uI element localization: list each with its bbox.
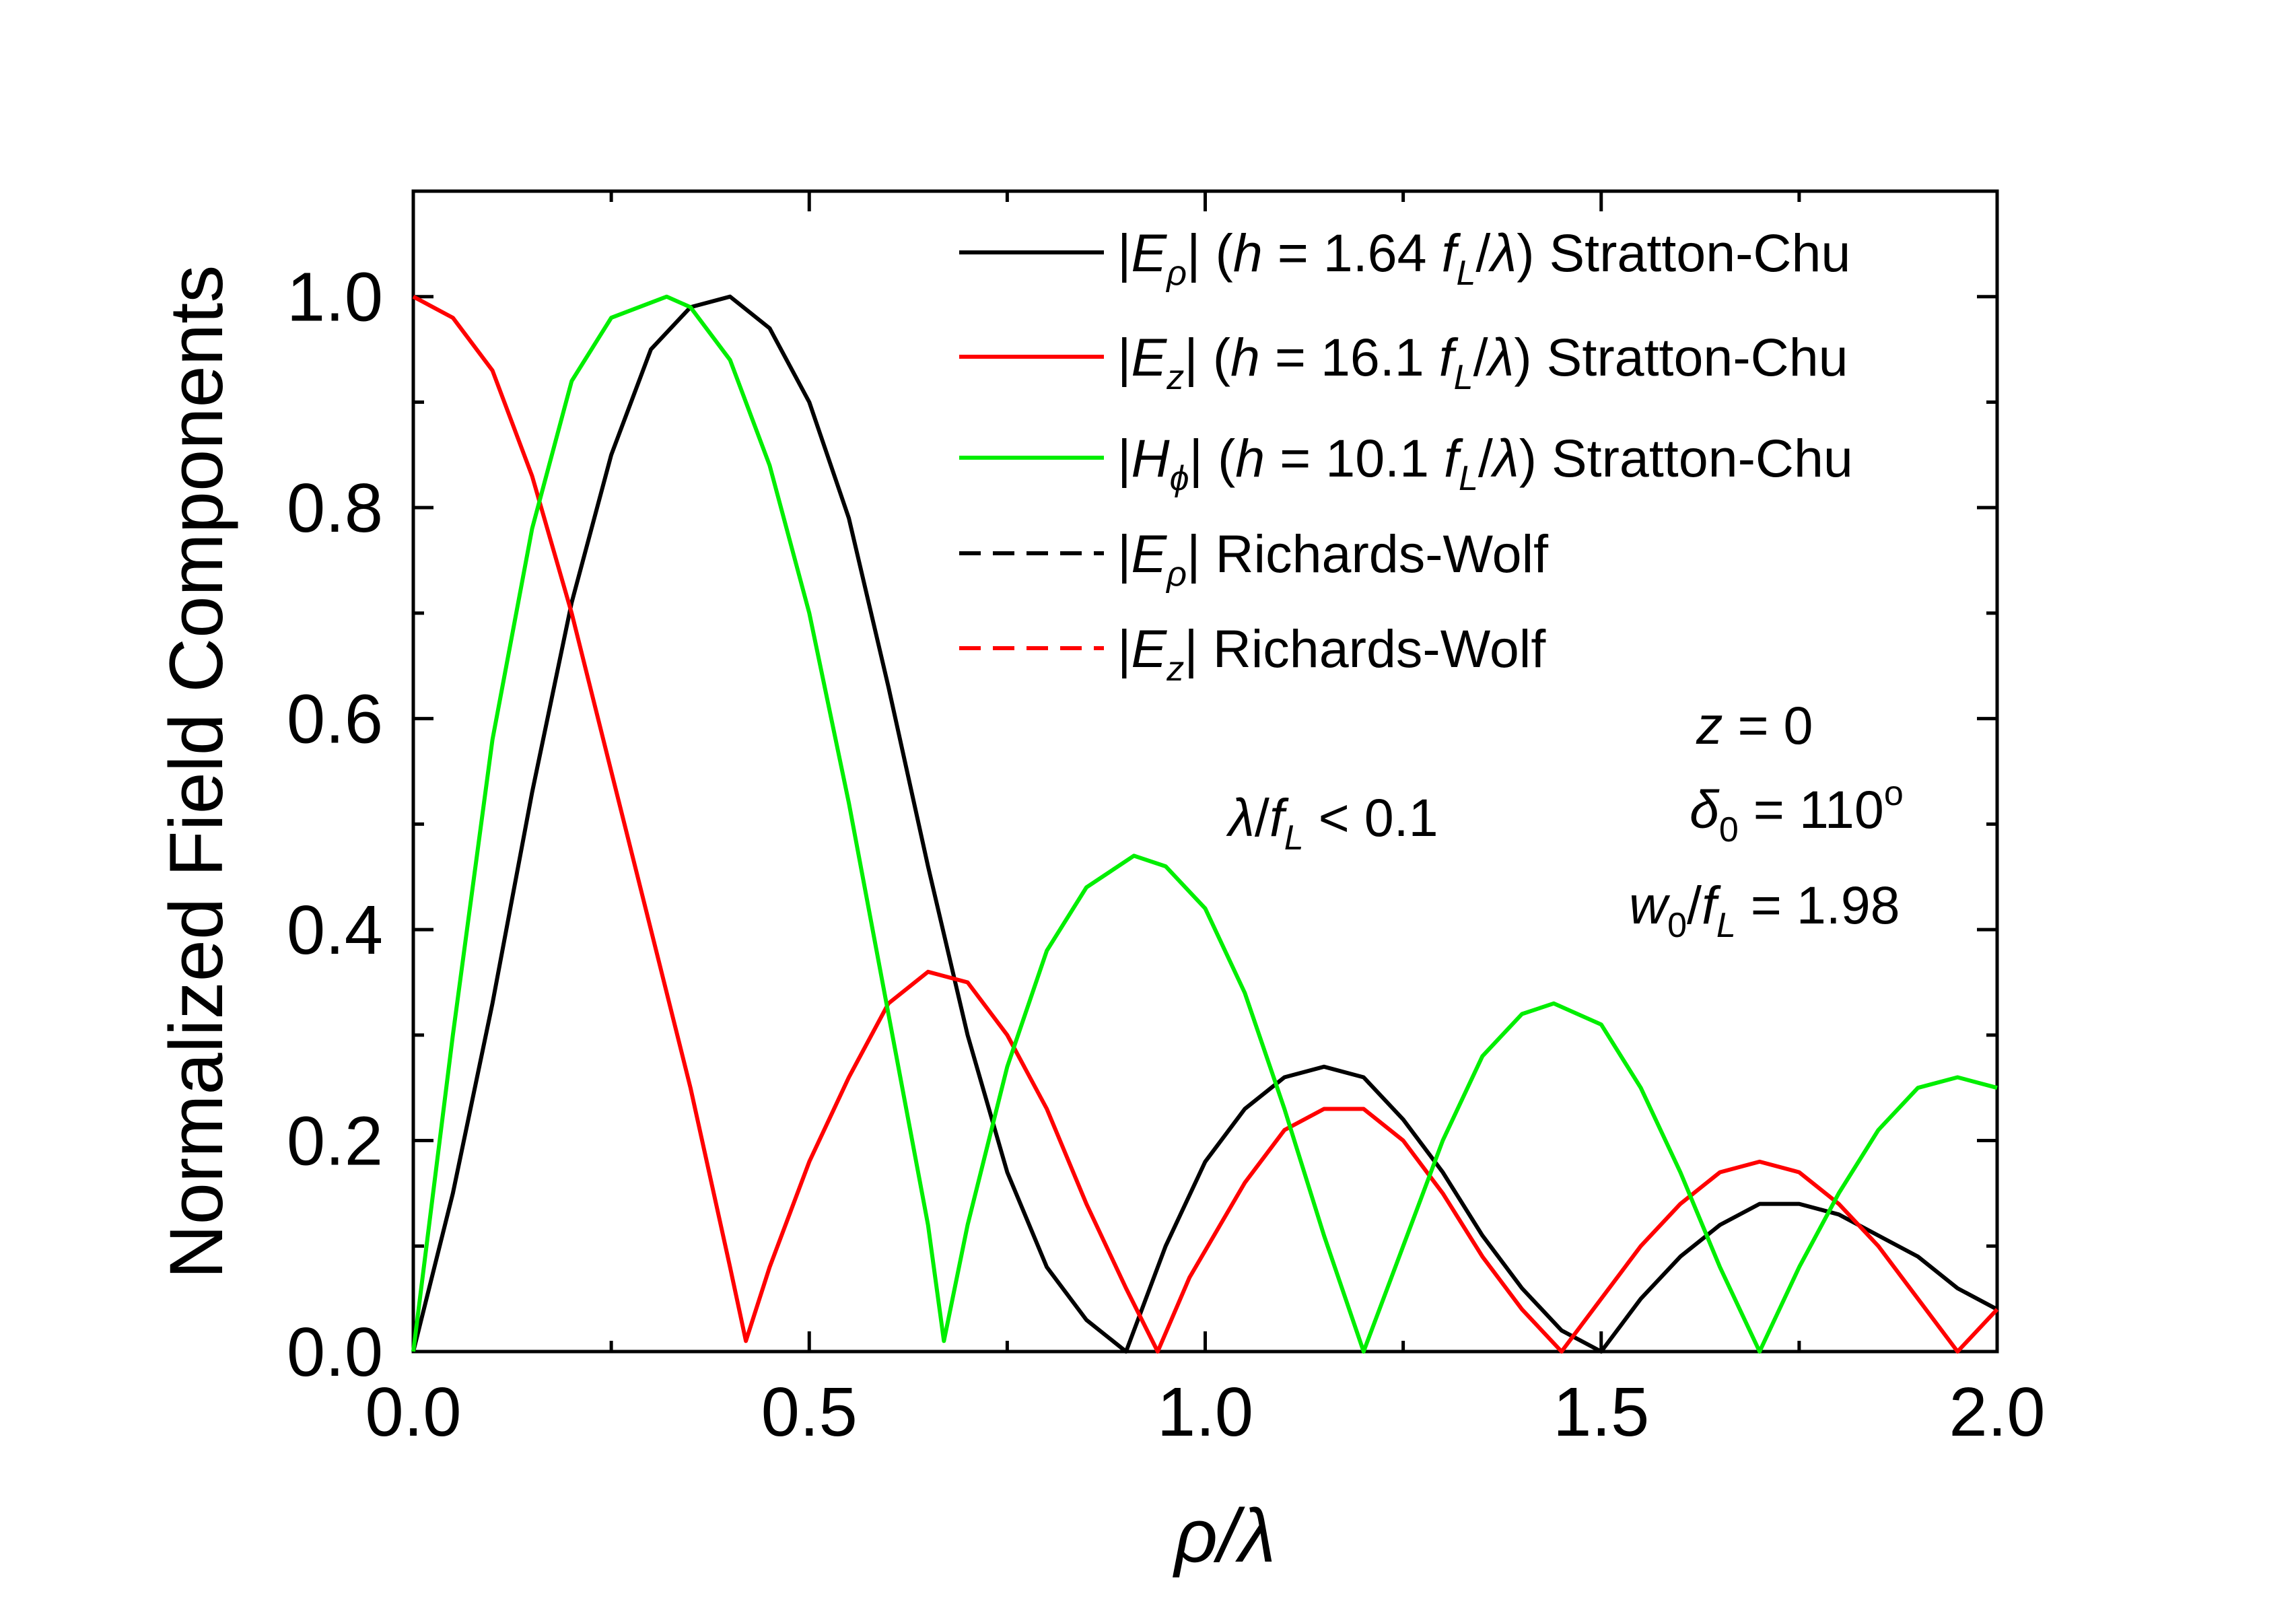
series-line-0 — [411, 294, 1998, 1354]
y-tick-label: 0.4 — [287, 891, 383, 969]
legend-label-e-rho-rw: |Eρ| Richards-Wolf — [1117, 524, 1549, 594]
y-tick-label: 0.2 — [287, 1103, 383, 1180]
series-line-2 — [411, 294, 1998, 1354]
annotation-w0: w0/fL = 1.98 — [1629, 875, 1900, 945]
tick-labels: 0.0 0.5 1.0 1.5 2.0 0.0 0.2 0.4 0.6 0.8 1.0 — [287, 258, 2046, 1450]
x-tick-label: 0.5 — [761, 1373, 858, 1450]
legend-label-e-z-rw: |Ez| Richards-Wolf — [1117, 619, 1546, 689]
series-layer — [411, 294, 1999, 1354]
legend-label-e-rho-sc: |Eρ| (h = 1.64 fL/λ) Stratton-Chu — [1117, 223, 1850, 293]
legend-entry: |Eρ| (h = 1.64 fL/λ) Stratton-Chu — [959, 223, 1850, 293]
legend-entry: |Hϕ| (h = 10.1 fL/λ) Stratton-Chu — [959, 428, 1853, 498]
legend-label-e-z-sc: |Ez| (h = 16.1 fL/λ) Stratton-Chu — [1117, 327, 1848, 397]
legend-entry: |Ez| Richards-Wolf — [959, 619, 1546, 689]
ticks — [411, 189, 1999, 1354]
x-tick-label: 2.0 — [1949, 1373, 2045, 1450]
legend-entry: |Ez| (h = 16.1 fL/λ) Stratton-Chu — [959, 327, 1848, 397]
x-tick-label: 1.5 — [1553, 1373, 1649, 1450]
x-tick-label: 1.0 — [1157, 1373, 1253, 1450]
y-tick-label: 0.8 — [287, 469, 383, 547]
series-line-1 — [412, 295, 1999, 1354]
y-tick-label: 0.6 — [287, 680, 383, 758]
annotation-delta: δ0 = 110o — [1690, 774, 1904, 849]
x-tick-label: 0.0 — [365, 1373, 461, 1450]
x-axis-title-rho: ρ — [1173, 1494, 1218, 1578]
legend-label-h-phi-sc: |Hϕ| (h = 10.1 fL/λ) Stratton-Chu — [1117, 428, 1853, 498]
x-axis-title-lambda: λ — [1234, 1494, 1276, 1578]
y-tick-label: 0.0 — [287, 1313, 383, 1391]
legend-entry: |Eρ| Richards-Wolf — [959, 524, 1549, 594]
annotation-z: z = 0 — [1696, 695, 1813, 755]
y-tick-label: 1.0 — [287, 258, 383, 336]
legend: |Eρ| (h = 1.64 fL/λ) Stratton-Chu |Ez| (… — [959, 223, 1853, 689]
y-axis-title: Normalized Field Components — [154, 265, 238, 1279]
annotation-lambda-ratio: λ/fL < 0.1 — [1226, 788, 1438, 858]
x-axis-title: ρ/λ — [1173, 1494, 1276, 1578]
